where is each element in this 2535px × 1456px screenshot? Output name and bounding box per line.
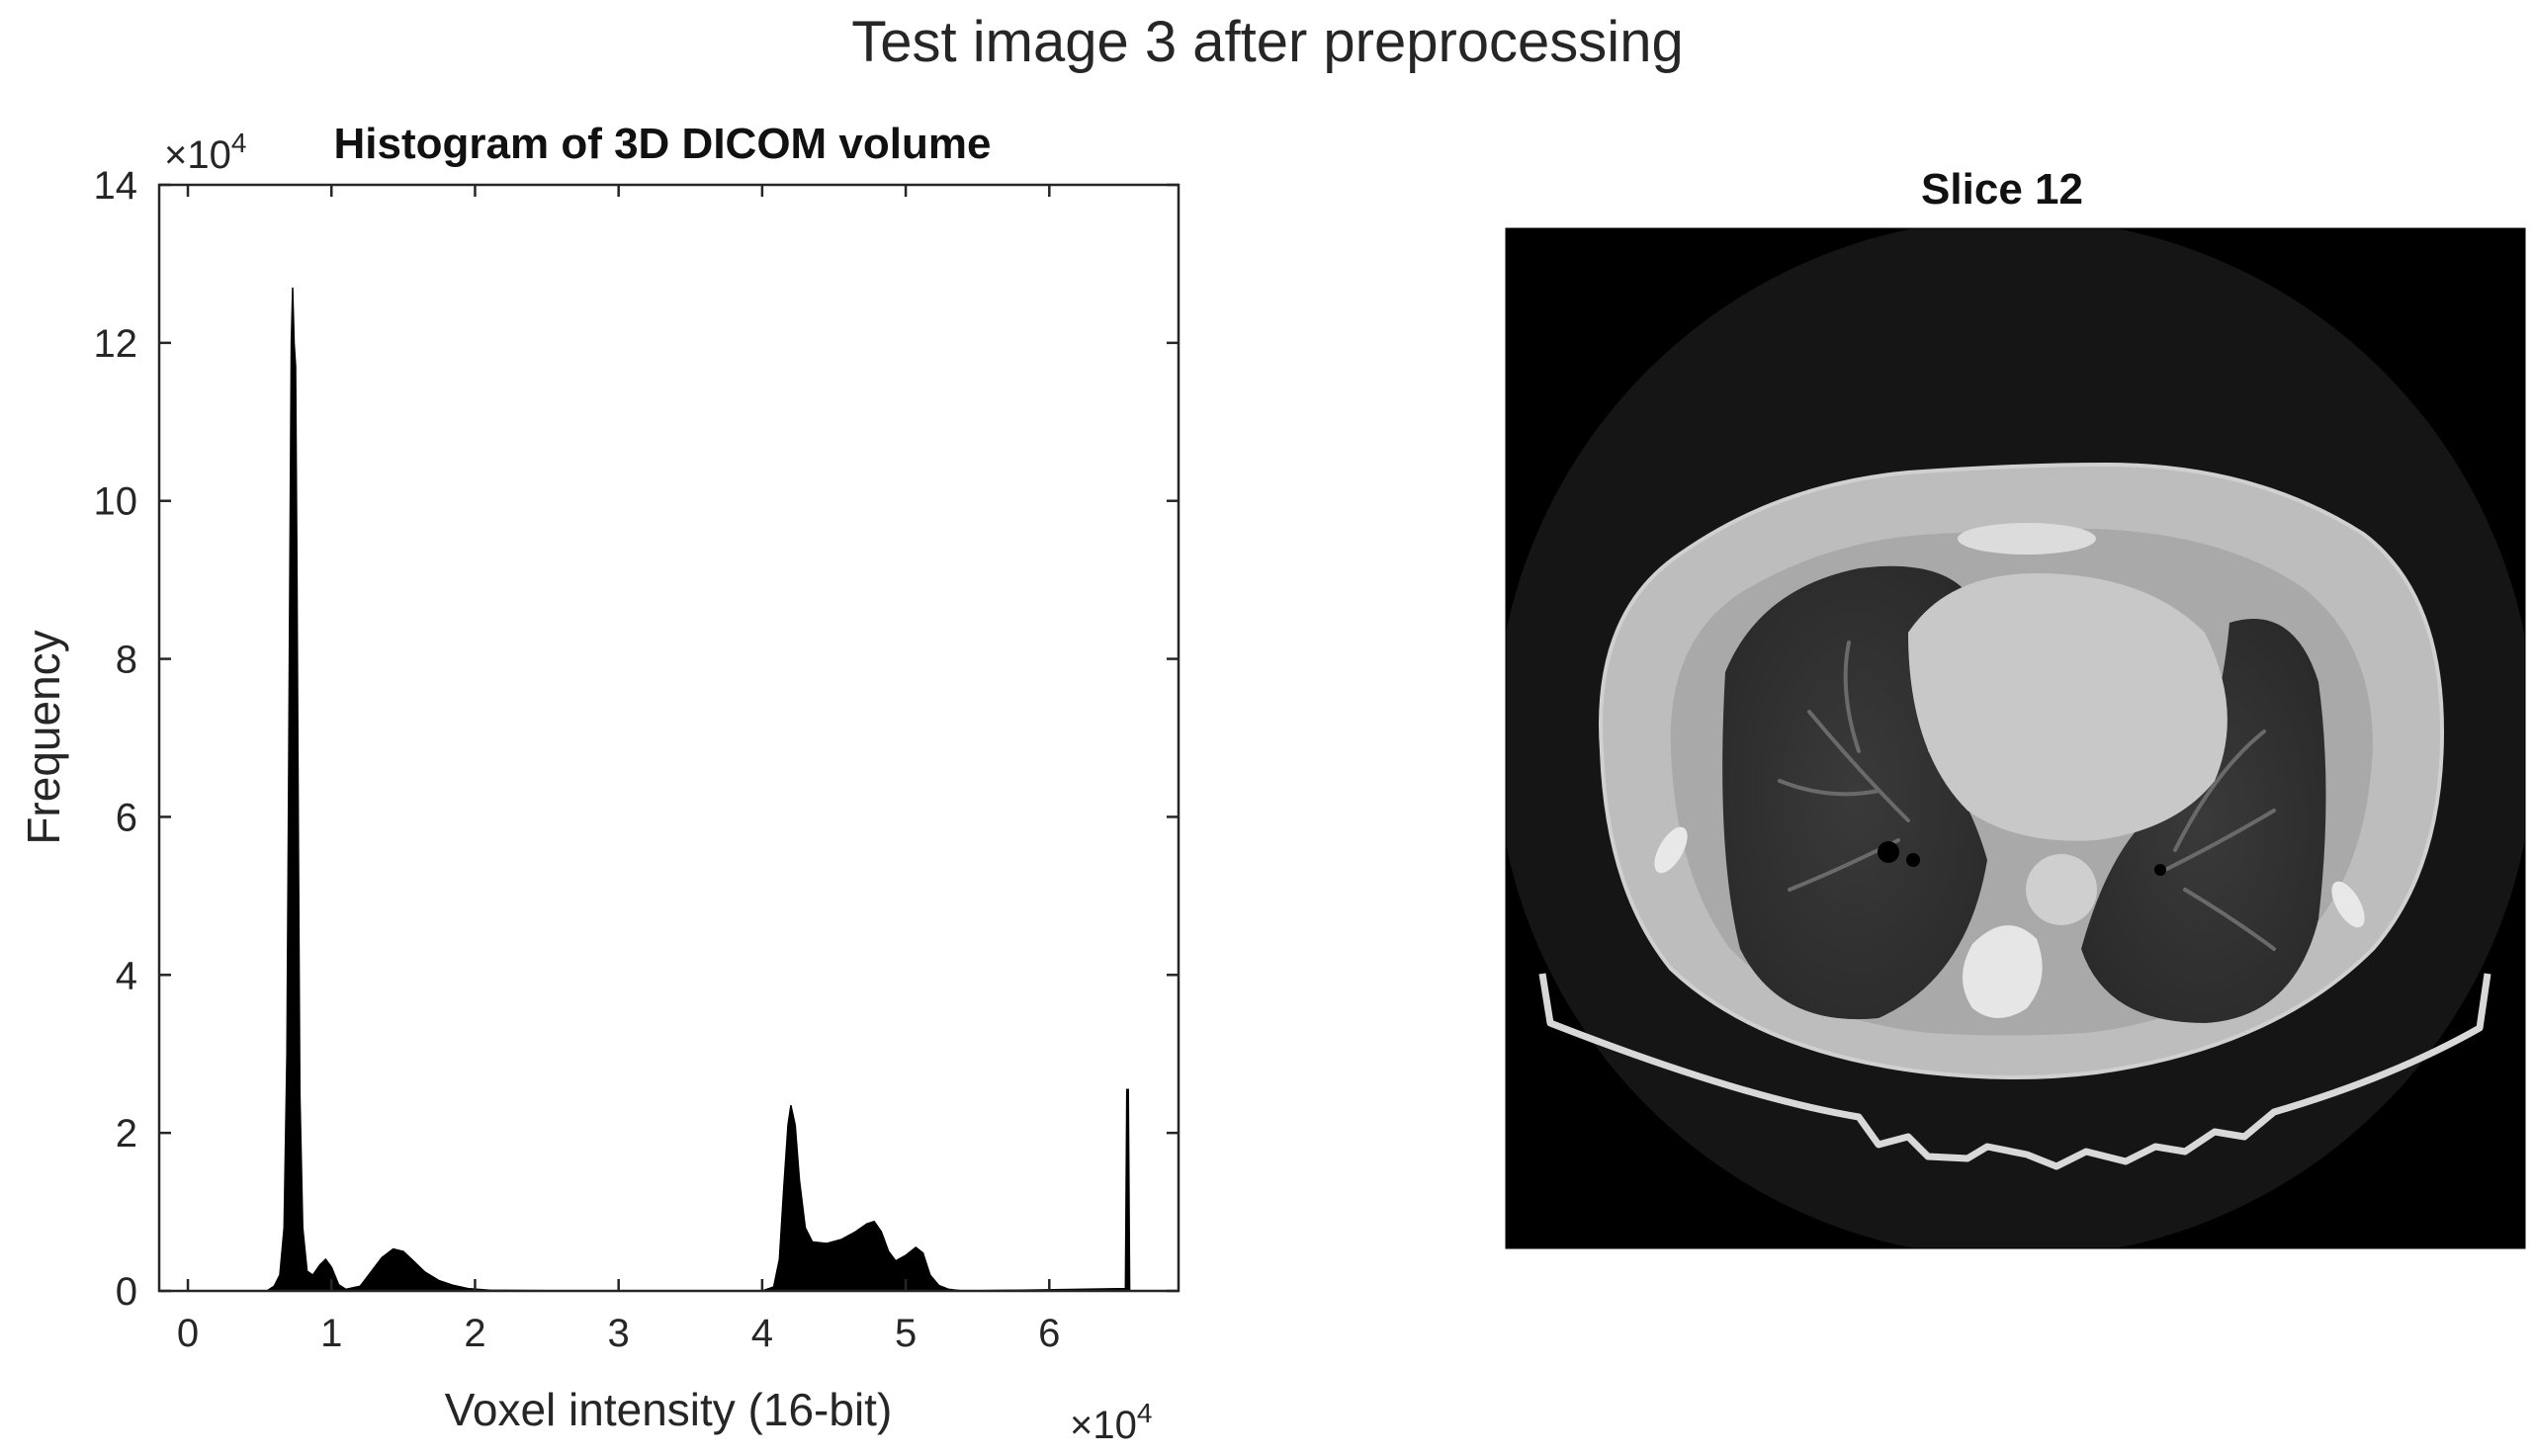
figure-title: Test image 3 after preprocessing (851, 10, 1683, 74)
histogram-title: Histogram of 3D DICOM volume (334, 120, 992, 168)
y-tick-label: 10 (94, 480, 138, 524)
histogram-axes-box (157, 183, 1180, 1293)
ct-heart (1908, 573, 2228, 841)
y-tick-label: 14 (94, 164, 138, 208)
x-tick-label: 1 (320, 1312, 342, 1355)
y-tick-label: 12 (94, 322, 138, 366)
slice-title: Slice 12 (1921, 165, 2083, 214)
ct-slice-image (1506, 228, 2525, 1248)
x-tick-label: 3 (608, 1312, 630, 1355)
x-axis-ticks: 0 1 2 3 4 5 6 (177, 185, 1060, 1355)
ct-lung-right (2081, 619, 2326, 1023)
y-exponent-label: ×104 (164, 128, 246, 177)
x-axis-label: Voxel intensity (16-bit) (445, 1384, 893, 1435)
y-tick-label: 4 (116, 954, 137, 997)
ct-spine (1963, 925, 2043, 1018)
y-tick-label: 6 (116, 796, 137, 839)
x-tick-label: 5 (895, 1312, 917, 1355)
ct-image-frame (1505, 227, 2526, 1249)
x-tick-label: 0 (177, 1312, 199, 1355)
y-tick-label: 2 (116, 1112, 137, 1156)
ct-aorta (2026, 854, 2097, 925)
ct-table (1538, 973, 2491, 1170)
x-tick-label: 4 (751, 1312, 773, 1355)
x-tick-label: 6 (1038, 1312, 1060, 1355)
y-axis-label: Frequency (18, 630, 69, 844)
y-axis-ticks: 0 2 4 6 8 10 12 14 (94, 164, 1179, 1314)
y-tick-label: 0 (116, 1270, 137, 1314)
x-exponent-label: ×104 (1070, 1398, 1152, 1447)
x-tick-label: 2 (464, 1312, 485, 1355)
y-tick-label: 8 (116, 639, 137, 682)
ct-slice-panel: Slice 12 (1505, 165, 2526, 1249)
